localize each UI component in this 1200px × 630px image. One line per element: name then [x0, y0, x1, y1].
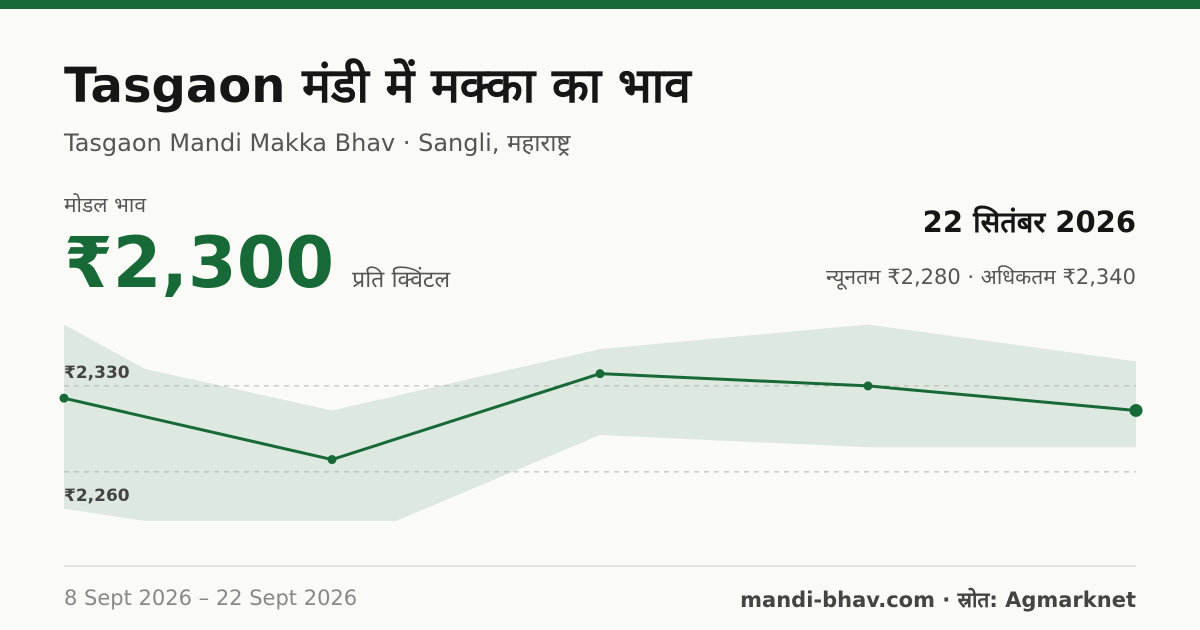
- min-max-band: [64, 324, 1136, 521]
- data-point: [1129, 403, 1143, 417]
- modal-price-value: ₹2,300: [64, 222, 335, 304]
- price-row: ₹2,300 प्रति क्विंटल: [64, 222, 450, 304]
- top-accent-bar: [0, 0, 1200, 9]
- data-point: [863, 381, 873, 391]
- y-tick-labels: ₹2,330 ₹2,260: [64, 363, 130, 506]
- price-unit: प्रति क्विंटल: [352, 267, 451, 293]
- page-subtitle: Tasgaon Mandi Makka Bhav · Sangli, महारा…: [64, 129, 571, 157]
- modal-price-label: मोडल भाव: [64, 193, 147, 217]
- y-tick-label: ₹2,330: [64, 363, 130, 383]
- footer-date-range: 8 Sept 2026 – 22 Sept 2026: [64, 586, 358, 610]
- page-title: Tasgaon मंडी में मक्का का भाव: [64, 58, 691, 114]
- data-point: [327, 455, 337, 465]
- data-point: [59, 393, 69, 403]
- footer-source: mandi-bhav.com · स्रोत: Agmarknet: [740, 588, 1136, 612]
- min-max-range: न्यूनतम ₹2,280 · अधिकतम ₹2,340: [826, 265, 1136, 289]
- chart-grid: [64, 385, 1136, 473]
- data-point: [595, 369, 605, 379]
- latest-date: 22 सितंबर 2026: [922, 205, 1136, 239]
- data-points: [59, 369, 1143, 465]
- y-tick-label: ₹2,260: [64, 486, 130, 506]
